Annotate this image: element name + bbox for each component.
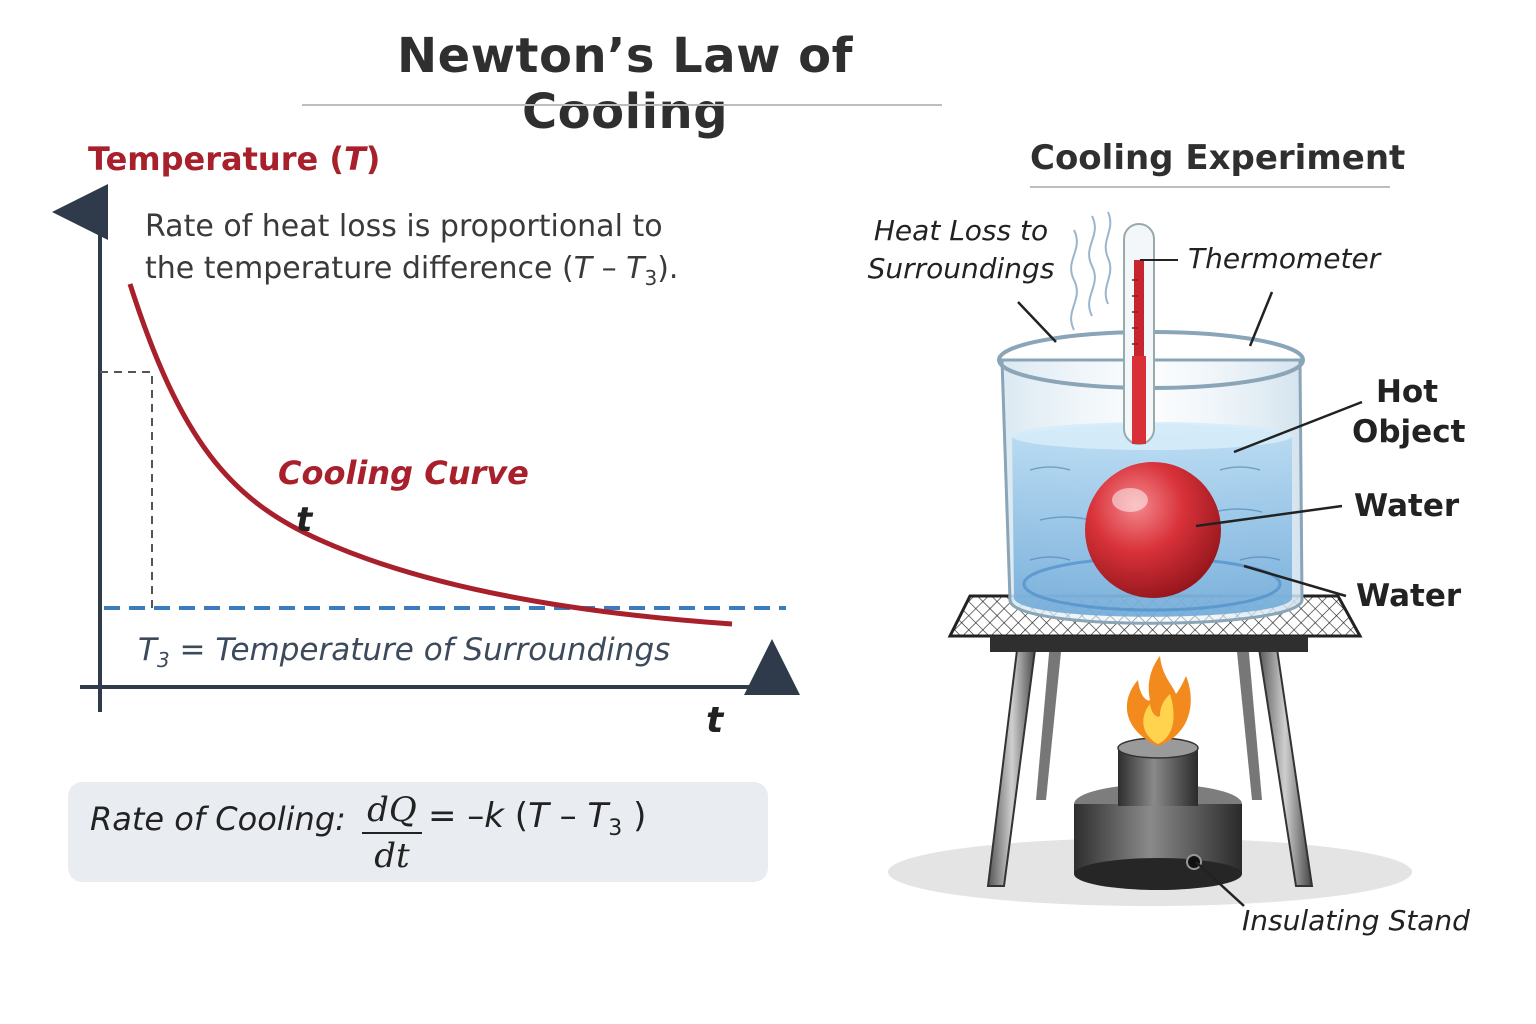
statement-Ts: T	[626, 251, 645, 286]
surroundings-sub: 3	[156, 648, 170, 673]
curve-time-label: t	[296, 500, 313, 540]
burner-knob	[1186, 854, 1202, 870]
hot-object-line-2: Object	[1352, 414, 1466, 450]
steam-wisps	[1070, 211, 1112, 331]
proportionality-statement: Rate of heat loss is proportional to the…	[145, 206, 785, 299]
y-axis-label-prefix: Temperature (	[88, 140, 344, 178]
stand-top-frame	[990, 636, 1308, 652]
statement-sub: 3	[644, 266, 658, 290]
stand-leg-back-right	[1236, 642, 1262, 800]
statement-prefix: the temperature difference (	[145, 251, 574, 286]
formula-numerator: dQ	[367, 790, 417, 830]
surroundings-label: T3 = Temperature of Surroundings	[138, 632, 670, 672]
formula-sub: 3	[608, 815, 623, 841]
hot-object-pointer	[1233, 400, 1363, 454]
thermometer-mercury	[1134, 260, 1144, 444]
formula-T: T	[528, 796, 549, 836]
hot-object-label: Hot Object	[1352, 372, 1466, 452]
y-axis-symbol: T	[343, 140, 366, 178]
thermometer-ticks	[1132, 279, 1138, 345]
formula-equals: = –	[428, 796, 485, 836]
surroundings-text: = Temperature of Surroundings	[169, 632, 671, 668]
formula-fraction: dQ dt	[362, 790, 422, 876]
formula-right-side: = –k (T – T3 )	[428, 796, 646, 841]
statement-line-2: the temperature difference (T – T3).	[145, 248, 785, 299]
cooling-curve-label: Cooling Curve	[278, 454, 529, 492]
heat-loss-line-1: Heat Loss to	[873, 214, 1049, 247]
statement-suffix: ).	[657, 251, 679, 286]
flame-icon	[1126, 656, 1191, 746]
formula-label: Rate of Cooling:	[90, 800, 346, 838]
cooling-curve	[127, 283, 733, 627]
burner-base-bottom	[1074, 858, 1242, 890]
statement-T: T	[573, 251, 593, 286]
statement-minus: –	[592, 251, 627, 286]
formula-k: k	[484, 796, 504, 836]
y-axis-label: Temperature (T)	[88, 140, 380, 178]
heat-loss-pointer	[1017, 301, 1057, 343]
title-divider	[302, 104, 942, 106]
water-pointer-1	[1195, 504, 1343, 528]
water-pointer-2	[1243, 564, 1347, 598]
experiment-divider	[1030, 186, 1390, 188]
experiment-title: Cooling Experiment	[1030, 138, 1406, 178]
hot-object-ball	[1085, 462, 1221, 598]
y-axis-label-suffix: )	[365, 140, 381, 178]
heat-loss-line-2: Surroundings	[867, 252, 1055, 285]
formula-close: )	[622, 796, 647, 836]
page-title: Newton’s Law of Cooling	[396, 28, 854, 140]
statement-line-1: Rate of heat loss is proportional to	[145, 209, 663, 244]
formula-minus: –	[548, 796, 588, 836]
surroundings-symbol: T	[138, 632, 157, 668]
fraction-bar	[362, 832, 422, 834]
insulating-stand-label: Insulating Stand	[1242, 904, 1470, 937]
x-axis-label: t	[706, 700, 724, 741]
heat-loss-label: Heat Loss to Surroundings	[866, 212, 1056, 288]
heat-loss-pointer-2	[1248, 291, 1274, 347]
formula-open: (	[504, 796, 529, 836]
water-label-2: Water	[1356, 578, 1462, 614]
water-ripples	[1029, 466, 1281, 561]
reference-dashes	[100, 371, 153, 608]
water-label-1: Water	[1354, 488, 1460, 524]
stand-leg-back-left	[1036, 642, 1062, 800]
hot-object-line-1: Hot	[1375, 374, 1439, 410]
flame-core-icon	[1143, 694, 1174, 744]
formula-Ts: T	[587, 796, 609, 836]
formula-denominator: dt	[374, 836, 410, 876]
stand-pointer	[1195, 861, 1245, 907]
thermometer-mercury-bulb	[1132, 356, 1146, 444]
ball-highlight	[1112, 488, 1148, 512]
thermometer-label: Thermometer	[1188, 242, 1381, 275]
